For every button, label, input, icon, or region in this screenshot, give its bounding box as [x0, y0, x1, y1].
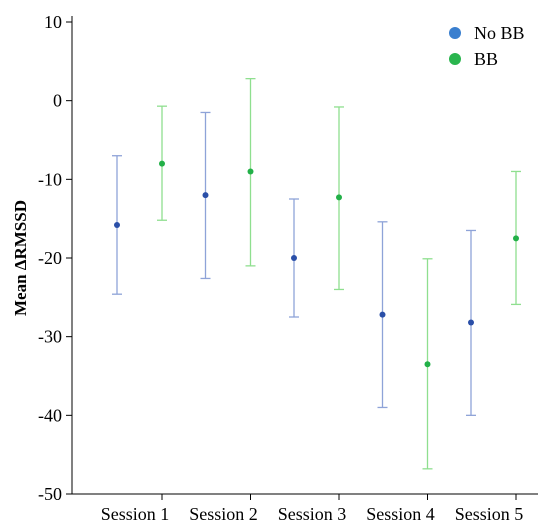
mean-point: [202, 192, 209, 199]
mean-point: [114, 221, 120, 228]
mean-point: [336, 194, 342, 201]
legend-marker: [449, 53, 461, 65]
legend-label: No BB: [474, 23, 525, 43]
mean-point: [291, 255, 297, 261]
y-tick-label: 0: [53, 91, 62, 111]
y-axis: 10 0 -10 -20 -30 -40 -50: [38, 12, 73, 504]
y-tick-label: -30: [38, 327, 62, 347]
mean-point: [513, 235, 519, 242]
y-tick-label: -10: [38, 169, 62, 189]
series-no-bb: [112, 111, 476, 416]
y-axis-label: Mean ΔRMSSD: [11, 200, 30, 316]
x-tick-label: Session 2: [189, 504, 258, 523]
x-tick-label: Session 4: [366, 504, 435, 523]
mean-point: [424, 361, 431, 368]
mean-point: [159, 160, 165, 167]
legend: No BB BB: [449, 23, 525, 69]
y-tick-label: -40: [38, 405, 62, 425]
legend-marker: [449, 27, 461, 39]
series-layer: [112, 77, 521, 470]
x-tick-label: Session 1: [101, 504, 170, 523]
series-bb: [157, 77, 521, 470]
legend-label: BB: [474, 49, 498, 69]
mean-point: [379, 311, 386, 318]
y-tick-label: -20: [38, 248, 62, 268]
x-axis: Session 1 Session 2 Session 3 Session 4 Sess…: [72, 493, 538, 523]
mean-point: [247, 168, 254, 175]
y-tick-label: -50: [38, 484, 62, 504]
mean-point: [468, 319, 474, 326]
x-tick-label: Session 5: [455, 504, 524, 523]
y-tick-label: 10: [44, 12, 62, 32]
x-tick-label: Session 3: [278, 504, 347, 523]
